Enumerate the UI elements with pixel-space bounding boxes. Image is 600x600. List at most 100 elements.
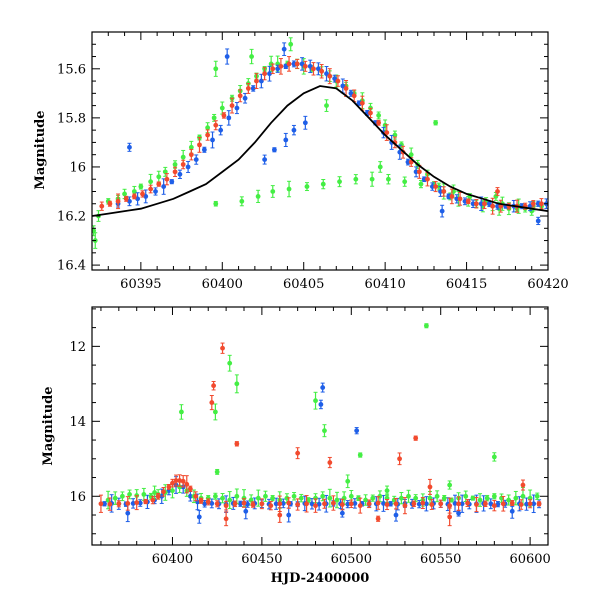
data-point-red [339, 498, 345, 511]
x-tick-label: 60600 [509, 552, 550, 567]
data-point-blue [339, 508, 345, 518]
data-point-blue [102, 501, 107, 507]
data-point-red [322, 498, 327, 509]
data-point-green [220, 493, 225, 504]
data-point-blue [201, 146, 207, 153]
data-point-red [465, 198, 471, 205]
data-point-blue [340, 78, 346, 94]
data-point-blue [307, 59, 313, 74]
data-point-blue [224, 48, 230, 65]
x-tick-label: 60405 [283, 277, 324, 292]
data-point-red [143, 498, 149, 505]
data-point-red [483, 500, 488, 507]
data-point-blue [531, 494, 537, 514]
data-point-blue [177, 169, 183, 179]
data-point-red [527, 499, 533, 509]
data-point-green [491, 493, 497, 500]
top-y-axis-title: Magnitude [33, 110, 48, 189]
data-point-red [327, 68, 333, 85]
data-point-red [221, 112, 227, 119]
bottom-y-axis-title: Magnitude [41, 386, 56, 465]
data-point-red [268, 500, 274, 511]
data-point-blue [280, 498, 286, 509]
data-point-red [205, 498, 211, 506]
data-point-red [433, 181, 439, 193]
data-point-green [138, 183, 144, 190]
data-point-red [277, 507, 283, 523]
data-point-red [357, 497, 363, 514]
data-point-red [295, 447, 301, 460]
data-point-red [164, 173, 170, 186]
bottom-x-axis-title: HJD-2400000 [271, 571, 370, 586]
x-tick-label: 60395 [120, 277, 161, 292]
x-tick-label: 60550 [420, 552, 461, 567]
data-point-red [150, 495, 156, 505]
data-point-blue [324, 65, 329, 82]
data-point-green [127, 489, 132, 500]
data-point-red [184, 475, 190, 494]
data-point-red [214, 500, 220, 508]
data-point-green [470, 495, 476, 501]
data-point-red [140, 190, 145, 198]
data-point-red [223, 500, 229, 511]
data-point-red [232, 500, 238, 508]
data-point-blue [291, 124, 297, 136]
data-point-red [313, 498, 318, 513]
data-point-green [506, 494, 512, 506]
data-point-red [402, 497, 408, 515]
y-tick-label: 16.4 [57, 259, 86, 274]
data-point-green [398, 491, 404, 505]
data-point-red [449, 188, 455, 205]
data-point-green [376, 111, 382, 120]
x-tick-label: 60400 [152, 552, 193, 567]
data-point-blue [226, 110, 232, 126]
data-point-green [249, 48, 255, 65]
data-point-red [411, 500, 417, 508]
data-point-red [427, 478, 433, 495]
data-point-green [263, 490, 268, 502]
data-point-red [335, 75, 341, 87]
data-point-red [295, 498, 301, 511]
data-point-red [457, 192, 463, 206]
data-point-red [254, 73, 259, 90]
data-point-red [278, 58, 284, 75]
top-axis-ticks: 60395 60400 60405 60410 60415 60420 15.6 15.8 16… [57, 31, 569, 292]
data-point-red [250, 501, 256, 508]
data-point-green [212, 403, 218, 421]
data-point-green [441, 494, 447, 502]
data-point-green [288, 37, 294, 52]
data-point-red [302, 60, 308, 72]
data-point-blue [283, 132, 289, 147]
data-point-green [141, 487, 147, 501]
data-point-green [239, 196, 245, 207]
data-point-red [518, 499, 524, 510]
data-point-red [319, 64, 325, 79]
data-point-red [536, 501, 542, 507]
data-point-red [209, 395, 215, 411]
data-point-red [375, 515, 381, 522]
data-point-green [491, 452, 497, 462]
data-point-blue [193, 154, 199, 165]
series-blue [102, 382, 542, 524]
data-point-green [304, 182, 310, 192]
data-point-green [337, 176, 342, 188]
data-point-red [509, 500, 515, 506]
data-point-blue [196, 510, 202, 524]
y-tick-label: 12 [69, 340, 86, 355]
data-point-green [386, 174, 391, 185]
data-point-blue [242, 92, 248, 104]
data-point-red [539, 198, 544, 210]
data-point-green [298, 493, 304, 503]
data-point-red [441, 186, 447, 197]
y-tick-label: 16.2 [57, 210, 86, 225]
data-point-green [402, 176, 408, 187]
data-point-red [198, 497, 204, 504]
data-point-blue [273, 497, 279, 510]
data-point-red [229, 97, 235, 114]
data-point-red [384, 124, 390, 141]
data-point-green [286, 180, 292, 198]
data-point-green [156, 170, 162, 183]
data-point-red [413, 435, 419, 441]
data-point-red [205, 129, 211, 141]
